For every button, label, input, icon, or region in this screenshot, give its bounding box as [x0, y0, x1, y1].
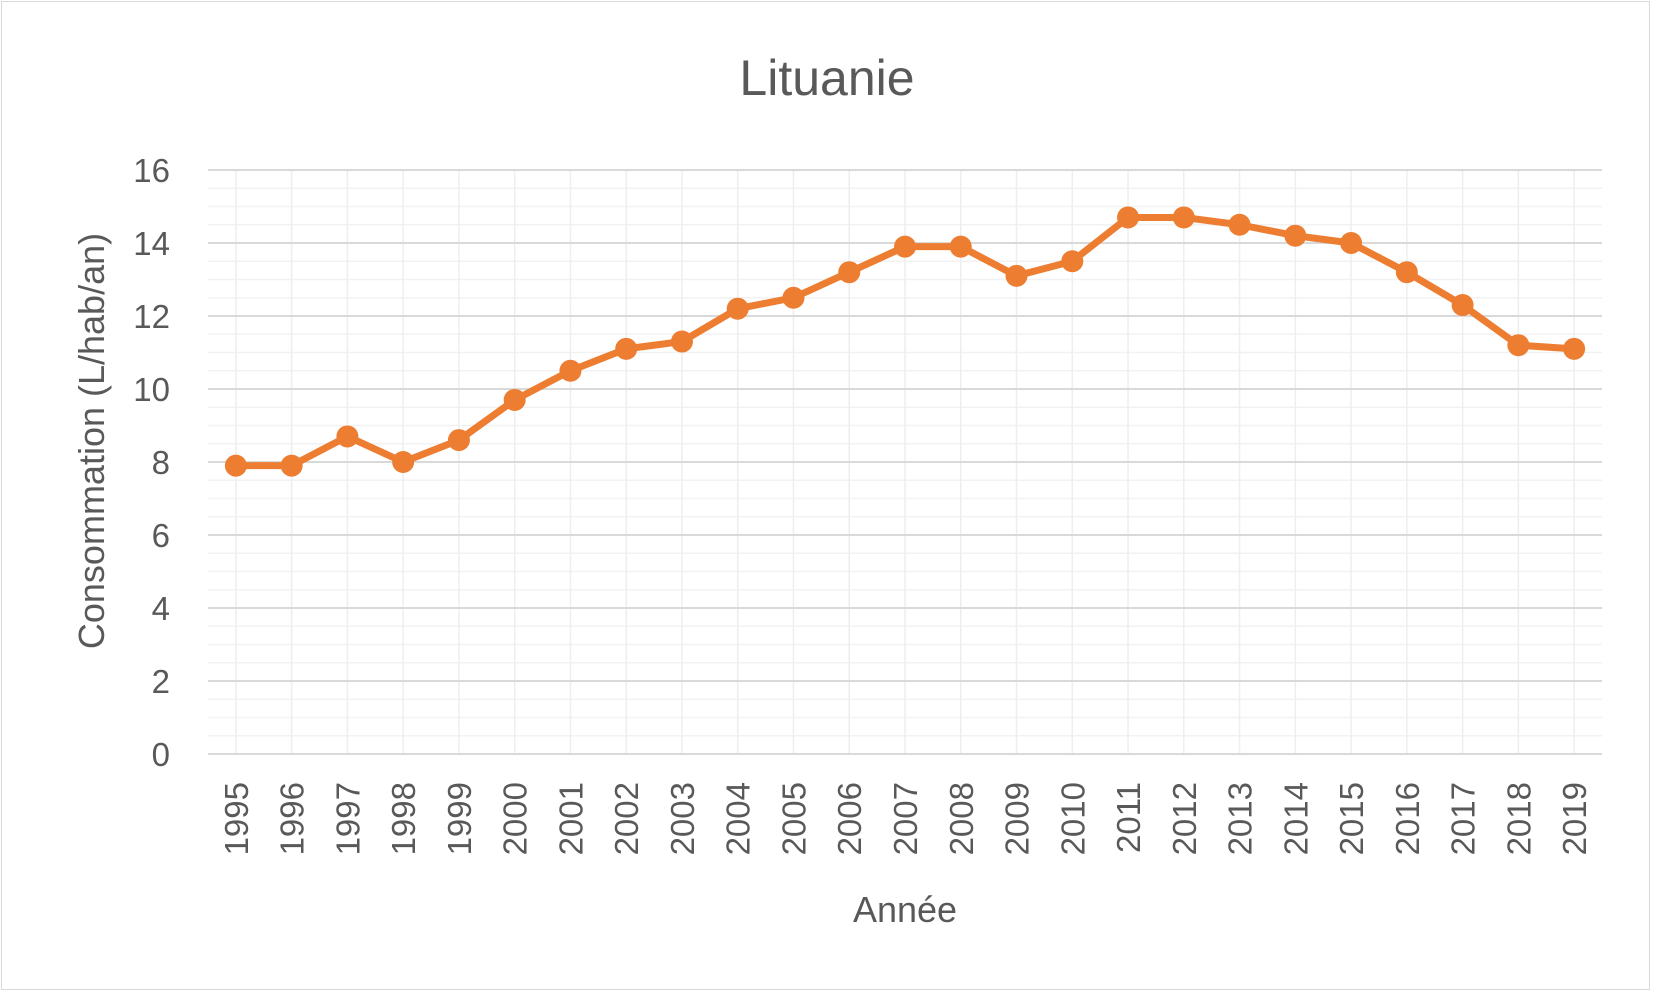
y-tick-label: 10 [133, 371, 170, 408]
x-tick-label: 2014 [1277, 782, 1314, 855]
data-point [559, 359, 582, 382]
chart-title: Lituanie [739, 50, 914, 106]
data-point [949, 235, 972, 258]
data-point [838, 261, 861, 284]
x-tick-label: 1999 [441, 782, 478, 855]
y-tick-label: 4 [152, 590, 170, 627]
x-tick-label: 2011 [1110, 782, 1147, 853]
y-axis-label: Consommation (L/hab/an) [71, 233, 112, 649]
x-tick-label: 2007 [887, 782, 924, 855]
y-tick-label: 16 [133, 152, 170, 189]
data-point [894, 235, 916, 258]
data-point [1117, 206, 1140, 229]
x-tick-label: 2016 [1389, 782, 1426, 855]
data-point [726, 297, 749, 320]
x-tick-label: 2005 [775, 782, 812, 855]
x-tick-label: 1996 [274, 782, 311, 855]
y-tick-label: 12 [133, 298, 170, 335]
y-tick-label: 8 [152, 444, 170, 481]
y-tick-label: 14 [133, 225, 170, 262]
data-point [782, 286, 805, 309]
x-tick-label: 2004 [720, 782, 757, 855]
data-point [392, 451, 415, 473]
x-axis-label: Année [853, 889, 957, 930]
data-point [280, 454, 303, 477]
data-point [670, 330, 693, 353]
data-point [1061, 250, 1084, 273]
x-tick-label: 2012 [1166, 782, 1203, 855]
data-point [1395, 261, 1418, 284]
data-point [1563, 337, 1586, 360]
series-layer [224, 206, 1586, 477]
x-tick-label: 2013 [1222, 782, 1259, 855]
x-tick-label: 2002 [608, 782, 645, 855]
x-axis-ticks: 1995 1996 1997 1998 1999 2000 2001 2002 2003 2004… [218, 782, 1593, 855]
data-point [1340, 232, 1363, 254]
data-point [1284, 224, 1307, 247]
y-axis-ticks: 0 2 4 6 8 10 12 14 16 [133, 152, 170, 773]
data-point [224, 454, 247, 477]
y-tick-label: 6 [152, 517, 170, 554]
data-point [1005, 264, 1028, 287]
x-tick-label: 2000 [497, 782, 534, 855]
x-tick-label: 2019 [1556, 782, 1593, 855]
x-tick-label: 2015 [1333, 782, 1370, 855]
x-tick-label: 2008 [943, 782, 980, 855]
x-tick-label: 2001 [552, 782, 589, 855]
data-point [336, 425, 359, 448]
data-point [503, 388, 526, 411]
y-tick-label: 2 [152, 663, 170, 700]
data-point [1451, 294, 1474, 317]
data-point [1507, 334, 1530, 357]
x-tick-label: 1998 [385, 782, 422, 855]
data-point [447, 429, 470, 452]
x-tick-label: 1997 [329, 782, 366, 855]
x-tick-label: 2017 [1445, 782, 1482, 855]
x-tick-label: 2018 [1500, 782, 1537, 855]
data-point [615, 337, 638, 360]
x-tick-label: 1995 [218, 782, 255, 855]
data-point [1228, 213, 1251, 236]
y-tick-label: 0 [152, 736, 170, 773]
x-tick-label: 2006 [831, 782, 868, 855]
data-point [1172, 206, 1195, 229]
x-tick-label: 2003 [664, 782, 701, 855]
x-tick-label: 2009 [999, 782, 1036, 855]
gridlines [208, 169, 1602, 754]
x-tick-label: 2010 [1054, 782, 1091, 855]
